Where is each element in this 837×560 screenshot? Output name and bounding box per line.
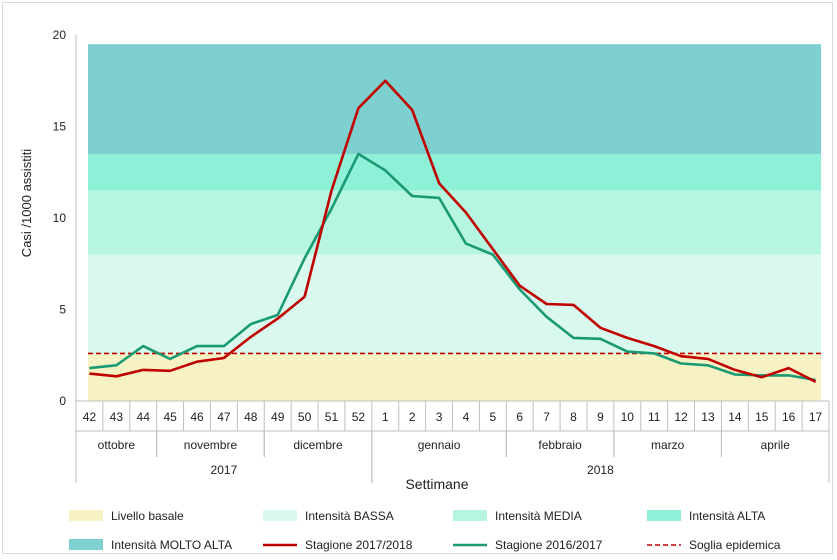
week-label: 10 xyxy=(621,410,635,424)
intensity-bands xyxy=(88,44,821,401)
legend-label: Intensità BASSA xyxy=(305,509,394,523)
y-tick-label: 0 xyxy=(59,394,66,408)
chart-frame: 0 5 10 15 20 42 43 44 45 46 47 48 49 50 51 52 1 2 3 4 5 6 7 8 9… xyxy=(2,2,833,554)
week-label: 2 xyxy=(409,410,416,424)
week-label: 45 xyxy=(163,410,177,424)
x-axis-label: Settimane xyxy=(405,476,468,492)
legend-label: Soglia epidemica xyxy=(689,538,781,552)
week-label: 51 xyxy=(325,410,339,424)
month-label: marzo xyxy=(651,438,685,452)
week-label: 5 xyxy=(489,410,496,424)
series-line-1 xyxy=(89,152,816,382)
week-label: 47 xyxy=(217,410,231,424)
week-label: 13 xyxy=(701,410,715,424)
legend-swatch xyxy=(647,510,681,521)
week-label: 49 xyxy=(271,410,285,424)
legend-label: Stagione 2016/2017 xyxy=(495,538,603,552)
month-label: gennaio xyxy=(418,438,461,452)
legend-swatch xyxy=(263,510,297,521)
band-1 xyxy=(88,254,821,354)
legend: Livello basale Intensità BASSA Intensità M… xyxy=(69,509,781,552)
x-week-labels: 42 43 44 45 46 47 48 49 50 51 52 1 2 3 4 5 6 7 8 9 10 11 12 13 1… xyxy=(83,410,823,424)
week-label: 50 xyxy=(298,410,312,424)
y-tick-label: 5 xyxy=(59,303,66,317)
week-label: 6 xyxy=(516,410,523,424)
year-label: 2018 xyxy=(587,463,614,477)
y-tick-label: 10 xyxy=(53,211,67,225)
legend-label: Intensità MEDIA xyxy=(495,509,582,523)
legend-label: Intensità MOLTO ALTA xyxy=(111,538,232,552)
week-label: 42 xyxy=(83,410,97,424)
x-year-labels: 2017 2018 xyxy=(211,463,615,477)
week-label: 16 xyxy=(782,410,796,424)
y-tick-label: 20 xyxy=(53,28,67,42)
y-axis-label: Casi /1000 assistiti xyxy=(19,149,34,257)
y-tick-label: 15 xyxy=(53,120,67,134)
month-label: novembre xyxy=(184,438,238,452)
week-label: 43 xyxy=(110,410,124,424)
week-label: 44 xyxy=(137,410,151,424)
legend-swatch xyxy=(453,510,487,521)
week-label: 52 xyxy=(352,410,366,424)
axes xyxy=(75,35,830,483)
y-tick-labels: 0 5 10 15 20 xyxy=(53,28,67,408)
year-label: 2017 xyxy=(211,463,238,477)
series-layer xyxy=(89,79,817,383)
band-0 xyxy=(88,353,821,401)
week-label: 11 xyxy=(648,410,661,424)
week-label: 3 xyxy=(436,410,443,424)
month-label: ottobre xyxy=(98,438,136,452)
week-label: 15 xyxy=(755,410,769,424)
week-label: 8 xyxy=(570,410,577,424)
band-4 xyxy=(88,44,821,154)
week-label: 9 xyxy=(597,410,604,424)
x-month-labels: ottobre novembre dicembre gennaio febbraio ma… xyxy=(98,438,791,452)
week-label: 17 xyxy=(809,410,823,424)
month-label: aprile xyxy=(761,438,791,452)
week-label: 14 xyxy=(728,410,742,424)
legend-label: Livello basale xyxy=(111,509,184,523)
week-label: 46 xyxy=(190,410,204,424)
legend-swatch xyxy=(69,539,103,550)
week-label: 4 xyxy=(463,410,470,424)
month-label: febbraio xyxy=(538,438,582,452)
week-label: 1 xyxy=(382,410,389,424)
series-line-0 xyxy=(89,79,817,383)
week-label: 48 xyxy=(244,410,258,424)
month-label: dicembre xyxy=(293,438,343,452)
week-label: 7 xyxy=(543,410,550,424)
legend-label: Stagione 2017/2018 xyxy=(305,538,413,552)
band-3 xyxy=(88,153,821,191)
legend-label: Intensità ALTA xyxy=(689,509,765,523)
week-label: 12 xyxy=(674,410,688,424)
legend-swatch xyxy=(69,510,103,521)
